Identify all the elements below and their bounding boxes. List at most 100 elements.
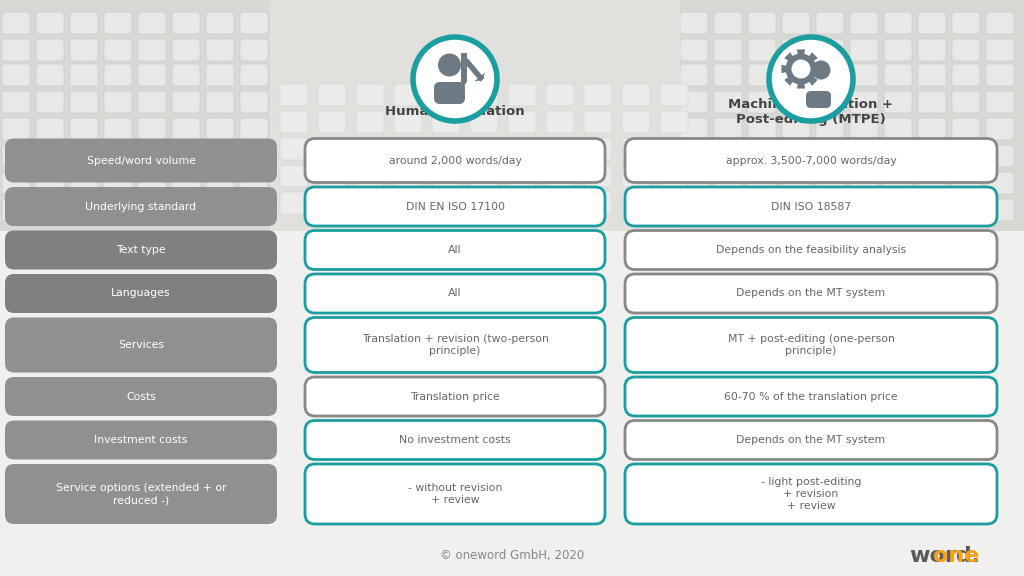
FancyBboxPatch shape <box>816 91 844 113</box>
FancyBboxPatch shape <box>508 138 536 160</box>
FancyBboxPatch shape <box>918 172 946 194</box>
FancyBboxPatch shape <box>206 145 234 167</box>
FancyBboxPatch shape <box>2 64 30 86</box>
Polygon shape <box>784 77 794 86</box>
FancyBboxPatch shape <box>172 118 200 140</box>
Text: - without revision
+ review: - without revision + review <box>408 483 502 505</box>
FancyBboxPatch shape <box>36 12 65 34</box>
FancyBboxPatch shape <box>660 84 688 106</box>
FancyBboxPatch shape <box>918 199 946 221</box>
FancyBboxPatch shape <box>70 172 98 194</box>
FancyBboxPatch shape <box>104 172 132 194</box>
FancyBboxPatch shape <box>70 39 98 61</box>
FancyBboxPatch shape <box>622 165 650 187</box>
FancyBboxPatch shape <box>816 172 844 194</box>
Text: Translation price: Translation price <box>411 392 500 401</box>
Circle shape <box>792 59 811 78</box>
FancyBboxPatch shape <box>138 199 166 221</box>
FancyBboxPatch shape <box>748 64 776 86</box>
FancyBboxPatch shape <box>660 192 688 214</box>
FancyBboxPatch shape <box>470 111 498 133</box>
FancyBboxPatch shape <box>850 12 878 34</box>
FancyBboxPatch shape <box>850 172 878 194</box>
FancyBboxPatch shape <box>884 39 912 61</box>
Polygon shape <box>797 83 805 89</box>
Text: Costs: Costs <box>126 392 156 401</box>
FancyBboxPatch shape <box>680 172 708 194</box>
FancyBboxPatch shape <box>5 274 278 313</box>
FancyBboxPatch shape <box>714 91 742 113</box>
FancyBboxPatch shape <box>434 82 465 104</box>
FancyBboxPatch shape <box>394 165 422 187</box>
Text: All: All <box>449 289 462 298</box>
FancyBboxPatch shape <box>850 64 878 86</box>
FancyBboxPatch shape <box>172 12 200 34</box>
FancyBboxPatch shape <box>748 118 776 140</box>
FancyBboxPatch shape <box>918 118 946 140</box>
FancyBboxPatch shape <box>622 84 650 106</box>
Text: DIN EN ISO 17100: DIN EN ISO 17100 <box>406 202 505 211</box>
FancyBboxPatch shape <box>748 145 776 167</box>
FancyBboxPatch shape <box>748 39 776 61</box>
FancyBboxPatch shape <box>270 0 680 231</box>
Polygon shape <box>781 65 786 73</box>
FancyBboxPatch shape <box>952 145 980 167</box>
FancyBboxPatch shape <box>625 377 997 416</box>
FancyBboxPatch shape <box>318 165 346 187</box>
FancyBboxPatch shape <box>952 172 980 194</box>
FancyBboxPatch shape <box>138 172 166 194</box>
FancyBboxPatch shape <box>660 111 688 133</box>
FancyBboxPatch shape <box>952 199 980 221</box>
FancyBboxPatch shape <box>680 199 708 221</box>
Text: © oneword GmbH, 2020: © oneword GmbH, 2020 <box>440 550 584 563</box>
FancyBboxPatch shape <box>952 118 980 140</box>
FancyBboxPatch shape <box>470 138 498 160</box>
Text: 60-70 % of the translation price: 60-70 % of the translation price <box>724 392 898 401</box>
FancyBboxPatch shape <box>172 145 200 167</box>
FancyBboxPatch shape <box>172 199 200 221</box>
FancyBboxPatch shape <box>280 192 308 214</box>
FancyBboxPatch shape <box>36 91 65 113</box>
Text: Text type: Text type <box>116 245 166 255</box>
FancyBboxPatch shape <box>280 138 308 160</box>
FancyBboxPatch shape <box>2 172 30 194</box>
FancyBboxPatch shape <box>782 118 810 140</box>
FancyBboxPatch shape <box>138 118 166 140</box>
Text: Translation + revision (two-person
principle): Translation + revision (two-person princ… <box>361 334 549 356</box>
FancyBboxPatch shape <box>432 192 460 214</box>
FancyBboxPatch shape <box>356 84 384 106</box>
Polygon shape <box>809 52 818 61</box>
FancyBboxPatch shape <box>622 111 650 133</box>
FancyBboxPatch shape <box>986 91 1014 113</box>
FancyBboxPatch shape <box>884 118 912 140</box>
FancyBboxPatch shape <box>816 145 844 167</box>
FancyBboxPatch shape <box>952 12 980 34</box>
FancyBboxPatch shape <box>0 0 1024 231</box>
Text: MT + post-editing (one-person
principle): MT + post-editing (one-person principle) <box>728 334 894 356</box>
FancyBboxPatch shape <box>138 64 166 86</box>
FancyBboxPatch shape <box>680 118 708 140</box>
FancyBboxPatch shape <box>305 274 605 313</box>
FancyBboxPatch shape <box>240 12 268 34</box>
FancyBboxPatch shape <box>104 199 132 221</box>
Text: No investment costs: No investment costs <box>399 435 511 445</box>
FancyBboxPatch shape <box>70 64 98 86</box>
FancyBboxPatch shape <box>356 138 384 160</box>
FancyBboxPatch shape <box>986 118 1014 140</box>
FancyBboxPatch shape <box>138 91 166 113</box>
FancyBboxPatch shape <box>318 111 346 133</box>
Text: one: one <box>933 546 979 566</box>
Text: All: All <box>449 245 462 255</box>
FancyBboxPatch shape <box>625 230 997 270</box>
FancyBboxPatch shape <box>584 84 612 106</box>
FancyBboxPatch shape <box>884 145 912 167</box>
FancyBboxPatch shape <box>508 84 536 106</box>
Text: word.: word. <box>909 546 980 566</box>
FancyBboxPatch shape <box>394 84 422 106</box>
FancyBboxPatch shape <box>816 39 844 61</box>
FancyBboxPatch shape <box>816 199 844 221</box>
FancyBboxPatch shape <box>394 111 422 133</box>
FancyBboxPatch shape <box>748 12 776 34</box>
FancyBboxPatch shape <box>660 165 688 187</box>
FancyBboxPatch shape <box>172 39 200 61</box>
